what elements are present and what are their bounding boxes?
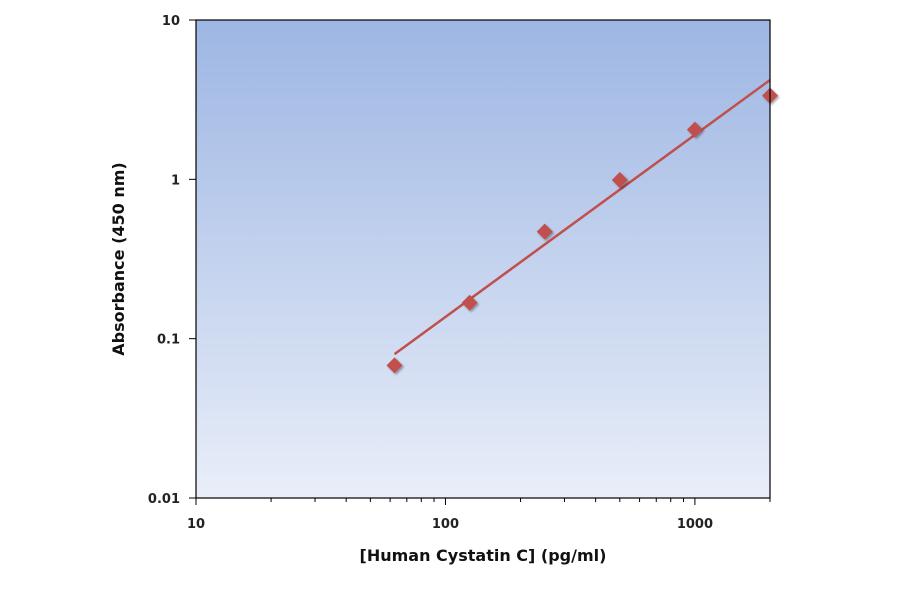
y-axis-title: Absorbance (450 nm)	[109, 162, 128, 355]
x-axis-title: [Human Cystatin C] (pg/ml)	[360, 546, 607, 565]
data-point	[536, 223, 553, 240]
y-tick-label: 10	[162, 14, 180, 29]
y-tick-label: 0.1	[157, 333, 180, 348]
data-point	[461, 294, 478, 311]
fit-line	[393, 79, 771, 356]
x-axis-tick-labels: 10 100 1000	[187, 517, 713, 532]
plot-border	[195, 19, 771, 499]
y-axis-ticks	[189, 19, 196, 499]
data-point	[686, 121, 703, 138]
y-tick-label: 0.01	[148, 492, 180, 507]
x-tick-label: 100	[432, 517, 459, 532]
y-axis-tick-labels: 0.01 0.1 1 10	[148, 14, 180, 507]
y-tick-label: 1	[171, 173, 180, 188]
x-axis-ticks	[195, 498, 771, 505]
data-point	[611, 172, 628, 189]
x-tick-label: 1000	[677, 517, 713, 532]
x-tick-label: 10	[187, 517, 205, 532]
plot-area	[196, 20, 770, 498]
data-point	[386, 357, 403, 374]
